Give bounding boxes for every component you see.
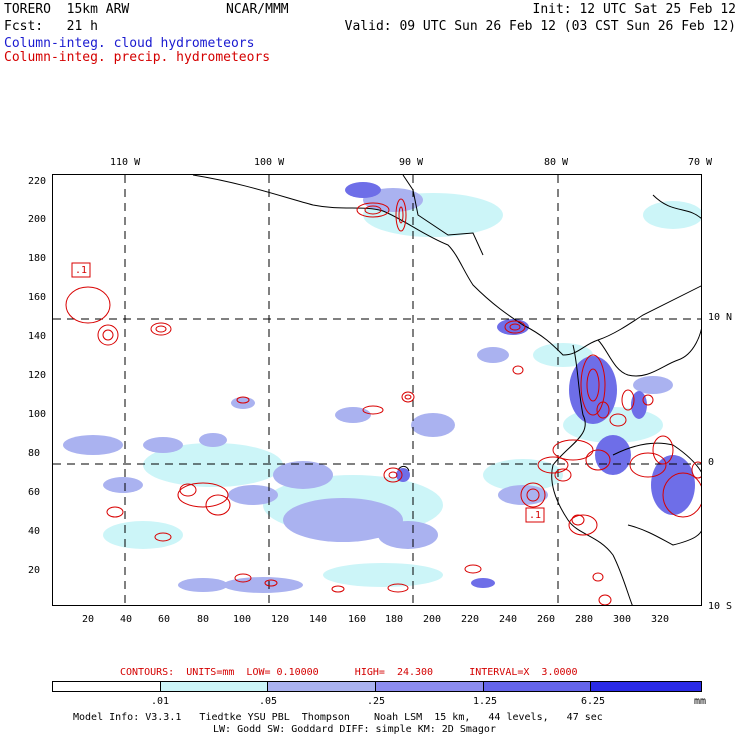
lat-label-0: 0 (708, 457, 715, 468)
lon-label-90w: 90 W (399, 157, 424, 168)
x-tick: 180 (385, 614, 404, 625)
y-tick: 20 (28, 565, 41, 576)
contour-label-boxes (71, 262, 545, 523)
x-tick: 120 (271, 614, 290, 625)
legend-swatch (483, 682, 592, 691)
legend-label: .05 (259, 696, 278, 707)
contour-label: .1 (529, 510, 542, 521)
forecast-map: .1 .1 (52, 174, 702, 606)
field-cloud-label: Column-integ. cloud hydrometeors (4, 36, 255, 51)
legend-unit: mm (694, 696, 707, 707)
y-tick: 200 (28, 214, 47, 225)
latlon-grid (53, 175, 701, 605)
precip-contours (65, 198, 701, 605)
y-tick: 80 (28, 448, 41, 459)
lon-label-70w: 70 W (688, 157, 713, 168)
map-canvas (53, 175, 701, 605)
model-info-line2: LW: Godd SW: Goddard DIFF: simple KM: 2D… (213, 724, 496, 735)
legend-label: 6.25 (581, 696, 606, 707)
cloud-shading-dark (345, 182, 695, 588)
legend-label: 1.25 (473, 696, 498, 707)
y-tick: 220 (28, 176, 47, 187)
x-tick: 280 (575, 614, 594, 625)
y-tick: 140 (28, 331, 47, 342)
y-tick: 120 (28, 370, 47, 381)
model-info-line1: Model Info: V3.3.1 Tiedtke YSU PBL Thomp… (73, 712, 603, 723)
lon-label-80w: 80 W (544, 157, 569, 168)
x-tick: 220 (461, 614, 480, 625)
legend-swatch (268, 682, 377, 691)
legend-label: .01 (151, 696, 170, 707)
x-tick: 240 (499, 614, 518, 625)
x-tick: 140 (309, 614, 328, 625)
legend-swatch (591, 682, 702, 691)
legend-swatch (160, 682, 269, 691)
valid-time: Valid: 09 UTC Sun 26 Feb 12 (03 CST Sun … (344, 19, 736, 34)
coastlines (192, 175, 701, 605)
organization: NCAR/MMM (226, 2, 289, 17)
y-tick: 160 (28, 292, 47, 303)
lon-label-100w: 100 W (254, 157, 285, 168)
y-tick: 40 (28, 526, 41, 537)
y-tick: 180 (28, 253, 47, 264)
x-tick: 40 (120, 614, 133, 625)
x-tick: 200 (423, 614, 442, 625)
x-tick: 100 (233, 614, 252, 625)
model-name: TORERO 15km ARW (4, 2, 130, 17)
contour-info: CONTOURS: UNITS=mm LOW= 0.10000 HIGH= 24… (120, 667, 578, 678)
y-tick: 60 (28, 487, 41, 498)
contour-label: .1 (75, 265, 88, 276)
x-tick: 20 (82, 614, 95, 625)
y-tick: 100 (28, 409, 47, 420)
lat-label-10s: 10 S (708, 601, 733, 612)
lon-label-110w: 110 W (110, 157, 141, 168)
field-precip-label: Column-integ. precip. hydrometeors (4, 50, 271, 65)
lat-label-10n: 10 N (708, 312, 733, 323)
legend-swatch (53, 682, 161, 691)
legend-swatch (376, 682, 484, 691)
color-legend (52, 681, 702, 692)
init-time: Init: 12 UTC Sat 25 Feb 12 (532, 2, 737, 17)
x-tick: 160 (348, 614, 367, 625)
x-tick: 80 (197, 614, 210, 625)
x-tick: 260 (537, 614, 556, 625)
forecast-hour: Fcst: 21 h (4, 19, 98, 34)
legend-label: .25 (367, 696, 386, 707)
x-tick: 320 (651, 614, 670, 625)
x-tick: 300 (613, 614, 632, 625)
x-tick: 60 (158, 614, 171, 625)
